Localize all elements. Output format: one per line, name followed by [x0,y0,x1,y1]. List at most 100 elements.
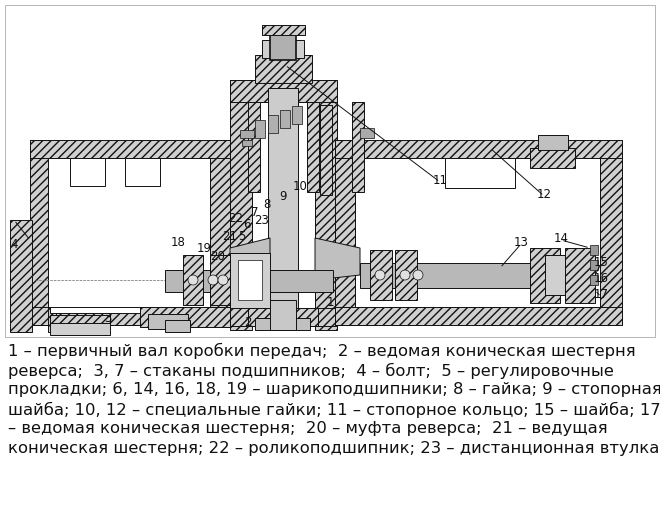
Text: 3: 3 [104,312,112,324]
Bar [270,30,296,60]
Circle shape [218,275,228,285]
Circle shape [413,270,423,280]
Text: 11: 11 [432,174,447,187]
Bar [248,102,260,192]
Text: коническая шестерня; 22 – роликоподшипник; 23 – дистанционная втулка.: коническая шестерня; 22 – роликоподшипни… [8,441,660,455]
Text: 16: 16 [593,271,609,285]
Bar [565,248,595,303]
Text: 14: 14 [554,232,568,244]
Text: 20: 20 [211,250,226,262]
Bar [590,260,598,270]
Bar [270,300,296,330]
Bar [538,135,568,150]
Circle shape [188,275,198,285]
Polygon shape [230,238,270,280]
Bar [5,5,655,337]
Bar [335,307,622,325]
Text: 21: 21 [222,231,238,243]
Bar [370,250,392,300]
Text: 23: 23 [255,214,269,226]
Text: 10: 10 [292,179,308,193]
Bar [262,25,305,35]
Circle shape [375,270,385,280]
Bar [335,140,355,325]
Text: 13: 13 [513,235,529,249]
Text: 22: 22 [228,212,244,224]
Bar [268,115,278,133]
Bar [242,140,252,146]
Text: 5: 5 [238,230,246,242]
Bar [255,55,312,83]
Text: 1: 1 [326,296,334,308]
Bar [210,255,230,305]
Bar [230,80,337,102]
Bar [292,106,302,124]
Bar [395,250,417,300]
Bar [165,270,333,292]
Bar [360,263,540,288]
Bar [445,158,515,188]
Circle shape [400,270,410,280]
Bar [165,320,190,332]
Text: прокладки; 6, 14, 16, 18, 19 – шарикоподшипники; 8 – гайка; 9 – стопорная: прокладки; 6, 14, 16, 18, 19 – шарикопод… [8,382,660,397]
Bar [545,255,565,295]
Text: 18: 18 [170,235,185,249]
Bar [70,158,105,186]
Bar [252,102,315,308]
Bar [50,248,165,313]
Bar [530,248,560,303]
Bar [248,308,318,326]
Text: шайба; 10, 12 – специальные гайки; 11 – стопорное кольцо; 15 – шайба; 17: шайба; 10, 12 – специальные гайки; 11 – … [8,402,660,418]
Bar [255,120,265,138]
Bar [183,255,203,305]
Bar [30,140,48,325]
Bar [230,308,337,326]
Text: 9: 9 [279,189,286,203]
Bar [50,315,110,323]
Bar [360,128,374,138]
Text: 4: 4 [11,239,18,251]
Text: 12: 12 [537,187,552,200]
Bar [48,158,210,307]
Bar [10,220,32,332]
Text: реверса;  3, 7 – стаканы подшипников;  4 – болт;  5 – регулировочные: реверса; 3, 7 – стаканы подшипников; 4 –… [8,362,614,379]
Bar [307,102,319,192]
Bar [315,80,337,330]
Bar [35,235,180,325]
Bar [50,315,110,335]
Bar [280,110,290,128]
Circle shape [208,275,218,285]
Bar [335,140,622,158]
Bar [590,245,598,255]
Text: – ведомая коническая шестерня;  20 – муфта реверса;  21 – ведущая: – ведомая коническая шестерня; 20 – муфт… [8,421,608,436]
Bar [530,148,575,168]
Bar [210,140,230,325]
Text: 8: 8 [263,197,271,211]
Polygon shape [315,238,360,280]
Bar [355,158,600,307]
Text: 7: 7 [251,205,259,218]
Bar [230,253,270,308]
Bar [268,88,298,328]
Bar [230,80,252,330]
Bar [30,140,230,158]
Bar [320,105,332,195]
Bar [148,314,188,329]
Text: 2: 2 [244,316,251,330]
Bar [262,40,304,58]
Bar [238,260,262,300]
Bar [352,102,364,192]
Text: 15: 15 [593,256,609,269]
Bar [140,307,230,327]
Bar [240,130,254,138]
Text: 6: 6 [244,217,251,231]
Bar [590,275,598,285]
Text: 1 – первичный вал коробки передач;  2 – ведомая коническая шестерня: 1 – первичный вал коробки передач; 2 – в… [8,343,636,359]
Text: 17: 17 [593,288,609,302]
Bar [125,158,160,186]
Bar [600,140,622,325]
Bar [30,307,230,325]
Bar [255,318,310,330]
Bar [48,220,56,332]
Text: 19: 19 [197,242,211,256]
